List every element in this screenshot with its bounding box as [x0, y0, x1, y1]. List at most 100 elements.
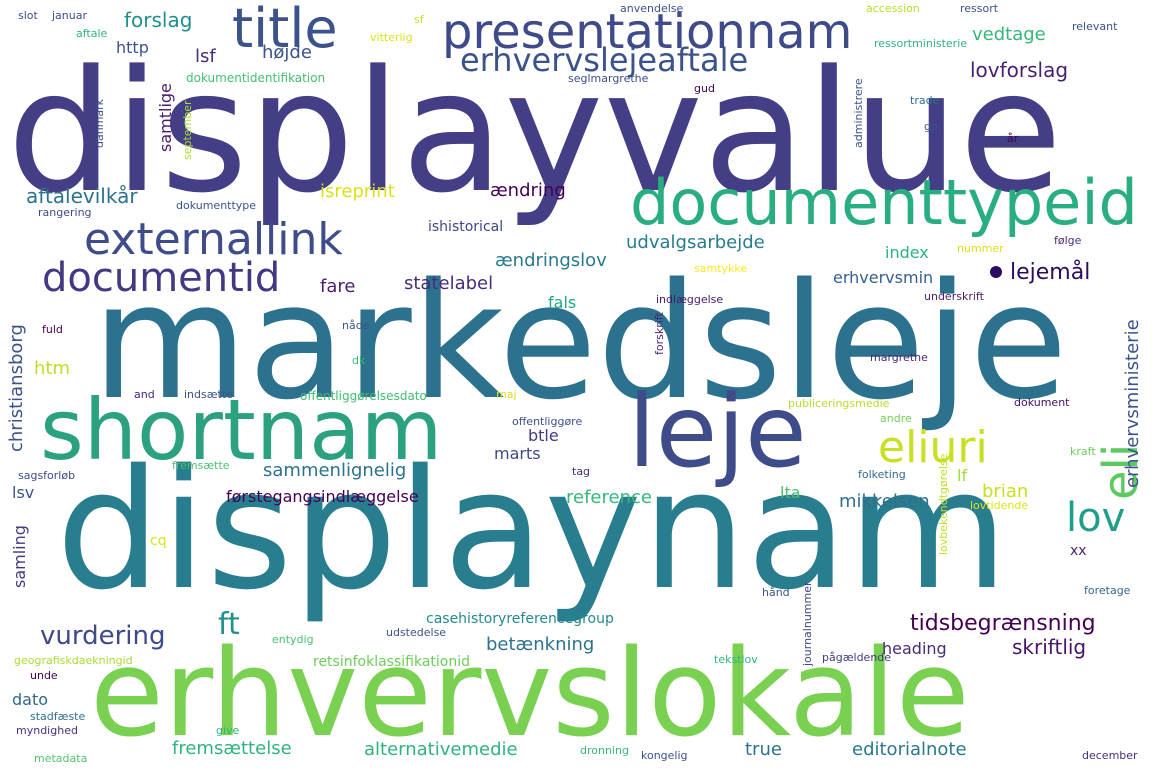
- word-vurdering: vurdering: [40, 621, 166, 651]
- word-title: title: [232, 0, 338, 60]
- word-markedsleje: markedsleje: [92, 248, 1068, 435]
- word-give: give: [216, 724, 240, 737]
- word-fare: fare: [320, 276, 356, 297]
- word-ressortministerie: ressortministerie: [874, 37, 968, 50]
- word-aendring: ændring: [490, 180, 566, 201]
- word-heading: heading: [882, 639, 947, 658]
- word-leje: leje: [628, 373, 807, 490]
- word-cq: cq: [150, 533, 167, 549]
- word-folketing: folketing: [858, 468, 906, 481]
- word-lta: lta: [780, 483, 801, 502]
- word-vedtage: vedtage: [972, 24, 1046, 45]
- word-haand: hånd: [762, 586, 790, 599]
- word-sf: sf: [414, 13, 424, 26]
- word-erhvervslokale: erhvervslokale: [90, 625, 970, 764]
- word-erhvervslejeaftale: erhvervslejeaftale: [460, 41, 749, 79]
- word-http: http: [116, 38, 149, 57]
- word-documentid: documentid: [42, 255, 281, 301]
- word-fuld: fuld: [42, 323, 63, 336]
- word-forskrift: forskrift: [653, 312, 666, 355]
- word-lovforslag: lovforslag: [970, 58, 1069, 82]
- word-isreprint: isreprint: [320, 181, 395, 202]
- word-metadata: metadata: [34, 752, 88, 765]
- word-underskrift: underskrift: [924, 290, 984, 303]
- word-retsinfoklassifikationid: retsinfoklassifikationid: [313, 654, 471, 670]
- word-indsaette: indsætte: [184, 388, 233, 401]
- word-sammenlignelig: sammenlignelig: [263, 460, 407, 481]
- word-alternativemedie: alternativemedie: [364, 739, 518, 760]
- word-documenttypeid: documenttypeid: [630, 166, 1138, 239]
- word-maj: maj: [496, 388, 517, 401]
- word-htm: htm: [34, 358, 70, 379]
- word-xx: xx: [1070, 543, 1087, 559]
- word-indlaeggelse: indlæggelse: [656, 293, 724, 306]
- word-samling: samling: [10, 525, 29, 588]
- word-offentliggore: offentliggøre: [512, 415, 583, 428]
- word-tidsbegraensning: tidsbegrænsning: [910, 611, 1096, 636]
- word-offentliggorelsesdato: offentliggørelsesdato: [300, 389, 427, 403]
- word-december: december: [1082, 749, 1138, 762]
- word-lejemal: lejemål: [1010, 260, 1091, 285]
- word-shortnam: shortnam: [40, 381, 443, 479]
- word-lsf: lsf: [195, 46, 216, 67]
- word-fals: fals: [548, 293, 577, 312]
- word-marts: marts: [494, 444, 541, 463]
- word-true: true: [745, 739, 782, 760]
- word-fremsaette: fremsætte: [172, 459, 230, 472]
- word-danmark: danmark: [93, 98, 106, 148]
- word-forstegangsindlaeggelse: førstegangsindlæggelse: [226, 487, 419, 506]
- word-fremsaettelse: fremsættelse: [172, 738, 292, 759]
- word-lf: lf: [957, 466, 968, 485]
- word-aftale: aftale: [76, 27, 108, 40]
- word-brian: brian: [982, 481, 1029, 502]
- word-nade: nåde: [342, 319, 370, 332]
- word-aar: år: [1007, 132, 1019, 145]
- word-folge: følge: [1054, 234, 1082, 247]
- word-dato: dato: [12, 690, 49, 709]
- word-dk: dk: [352, 354, 366, 367]
- word-gud: gud: [694, 82, 715, 95]
- word-kraft: kraft: [1070, 445, 1096, 458]
- word-christiansborg: christiansborg: [6, 324, 27, 452]
- word-tekstlov: tekstlov: [714, 653, 758, 666]
- word-presentationnam: presentationnam: [442, 4, 853, 60]
- word-geografiskdaekningid: geografiskdaekningid: [14, 654, 133, 667]
- word-journalnummer: journalnummer: [801, 581, 814, 666]
- word-trade: trade: [910, 94, 940, 107]
- word-rangering: rangering: [38, 206, 92, 219]
- word-btle: btle: [528, 426, 559, 445]
- word-casehistoryreferencegroup: casehistoryreferencegroup: [426, 611, 614, 627]
- word-nummer: nummer: [957, 242, 1004, 255]
- word-statelabel: statelabel: [404, 273, 494, 294]
- word-paagaeldende: pågældende: [822, 651, 892, 664]
- word-displaynam: displaynam: [56, 434, 1009, 626]
- word-entydig: entydig: [272, 633, 314, 646]
- word-betaenkning: betænkning: [486, 634, 595, 655]
- word-dronning: dronning: [580, 744, 629, 757]
- word-displayvalue: displayvalue: [7, 34, 1063, 230]
- word-vitterlig: vitterlig: [370, 31, 413, 44]
- word-aftalevilkar: aftalevilkår: [26, 184, 138, 208]
- word-september: september: [181, 100, 194, 160]
- word-andre: andre: [880, 412, 912, 425]
- word-lovtidende: lovtidende: [970, 499, 1029, 512]
- word-dot: [990, 266, 1002, 278]
- word-forslag: forslag: [124, 8, 193, 32]
- word-udstedelse: udstedelse: [386, 626, 447, 639]
- word-stadfaeste: stadfæste: [30, 710, 86, 723]
- word-dokument: dokument: [1014, 396, 1070, 409]
- word-erhvervsmin: erhvervsmin: [833, 268, 934, 287]
- word-dokumentidentifikation: dokumentidentifikation: [186, 71, 326, 85]
- word-tag: tag: [572, 465, 591, 478]
- word-anvendelse: anvendelse: [620, 2, 684, 15]
- word-kongelig: kongelig: [641, 749, 688, 762]
- word-januar: januar: [52, 9, 88, 22]
- word-ft: ft: [218, 607, 240, 642]
- word-erhvervsministerie: erhvervsministerie: [1122, 319, 1143, 488]
- word-samtlige: samtlige: [156, 83, 175, 152]
- word-lovbekendtgorelse: lovbekendtgørelse: [937, 453, 950, 555]
- word-externallink: externallink: [84, 214, 343, 265]
- word-ressort: ressort: [960, 2, 999, 15]
- word-skriftlig: skriftlig: [1012, 635, 1087, 659]
- word-samtykke: samtykke: [694, 262, 748, 275]
